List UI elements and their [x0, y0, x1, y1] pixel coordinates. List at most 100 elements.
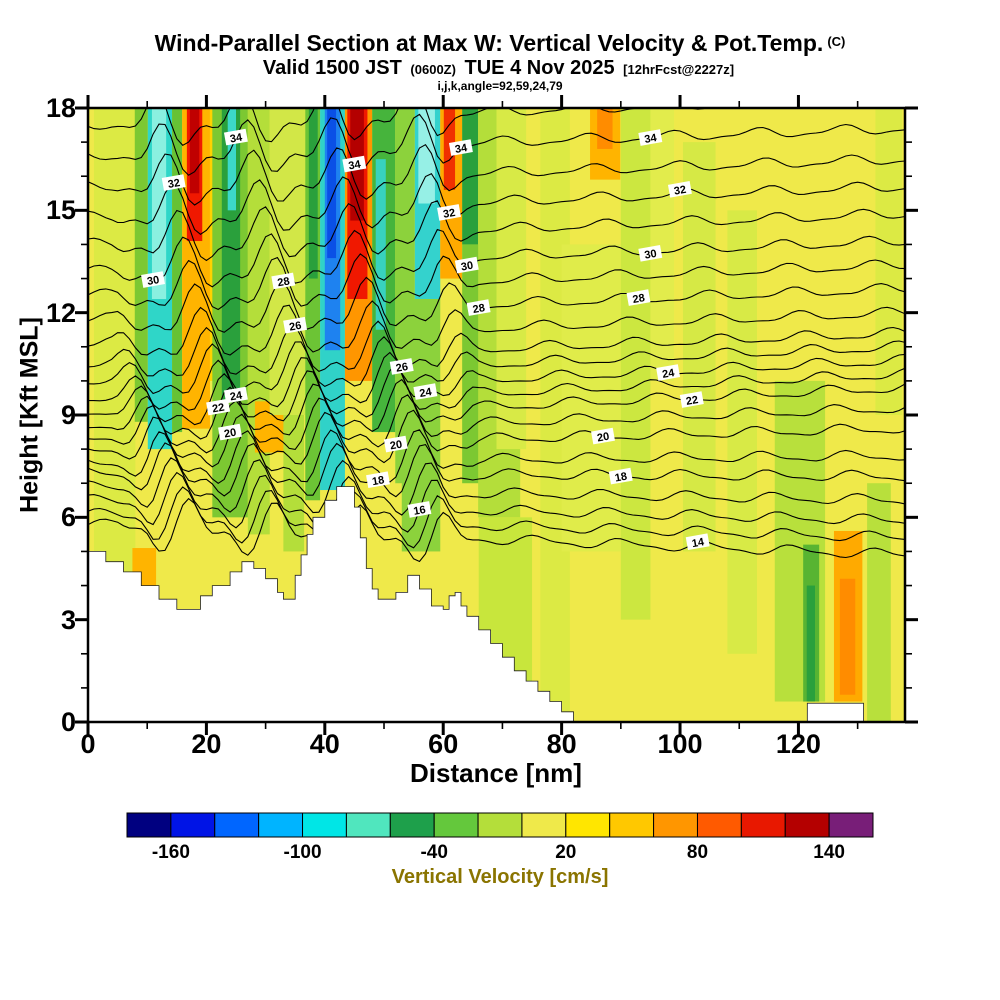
colorbar-title: Vertical Velocity [cm/s]	[391, 866, 609, 888]
contour-label: 34	[342, 155, 367, 172]
svg-text:28: 28	[632, 292, 646, 306]
colorbar-segment	[214, 812, 260, 838]
contour-label: 14	[685, 533, 710, 550]
svg-text:24: 24	[661, 367, 676, 381]
colorbar	[126, 812, 874, 838]
contour-label: 24	[656, 364, 681, 381]
contour-label: 20	[383, 435, 408, 453]
x-tick-label: 120	[775, 729, 821, 759]
y-tick-label: 6	[60, 502, 76, 533]
colorbar-tick-label: -160	[151, 842, 190, 863]
plot-frame	[75, 95, 918, 735]
colorbar-tick-label: -40	[420, 842, 448, 863]
colorbar-segment	[565, 812, 611, 838]
contour-label: 28	[466, 299, 491, 316]
svg-text:34: 34	[454, 142, 469, 156]
contour-lines	[88, 108, 905, 563]
colorbar-segment	[170, 812, 216, 838]
svg-text:22: 22	[211, 402, 225, 416]
x-axis-title: Distance [nm]	[410, 758, 582, 788]
svg-text:24: 24	[229, 389, 244, 403]
chart-title-text: Wind-Parallel Section at Max W: Vertical…	[154, 30, 824, 56]
valid-time: Valid 1500 JST	[262, 57, 402, 80]
svg-text:20: 20	[596, 431, 610, 445]
colorbar-segment	[740, 812, 786, 838]
x-tick-label: 40	[309, 729, 340, 759]
svg-text:20: 20	[389, 439, 403, 453]
contour-label: 32	[161, 174, 186, 191]
colorbar-segment	[126, 812, 172, 838]
chart-subtitle: Valid 1500 JST (0600Z) TUE 4 Nov 2025 [1…	[0, 57, 1000, 80]
terrain-silhouette	[88, 486, 574, 722]
svg-text:34: 34	[229, 131, 244, 145]
x-tick-label: 20	[191, 729, 222, 759]
svg-text:18: 18	[614, 471, 628, 485]
colorbar-segment	[828, 812, 874, 838]
grid-index-line: i,j,k,angle=92,59,24,79	[437, 79, 563, 94]
svg-text:28: 28	[472, 302, 486, 316]
svg-text:32: 32	[167, 177, 181, 191]
contour-label: 22	[206, 398, 231, 416]
colorbar-tick-label: 80	[686, 842, 709, 863]
colorbar-segment	[433, 812, 479, 838]
contour-label: 26	[389, 358, 414, 375]
colorbar-segment	[389, 812, 435, 838]
contour-label: 18	[366, 471, 390, 488]
contour-label: 22	[679, 391, 704, 408]
title-block: Wind-Parallel Section at Max W: Vertical…	[0, 30, 1000, 94]
colorbar-segment	[345, 812, 391, 838]
contour-label: 20	[218, 423, 242, 441]
svg-text:18: 18	[371, 474, 385, 488]
contour-label: 20	[591, 427, 615, 445]
velocity-field	[88, 108, 905, 722]
valid-time-utc: (0600Z)	[410, 62, 456, 78]
contour-label: 30	[454, 256, 479, 274]
svg-text:14: 14	[691, 536, 706, 550]
svg-text:24: 24	[419, 386, 434, 400]
colorbar-tick-label: -100	[283, 842, 322, 863]
contour-label: 32	[667, 180, 692, 198]
x-tick-label: 60	[428, 729, 459, 759]
contour-label: 16	[407, 501, 432, 518]
contour-label: 34	[448, 139, 473, 156]
contour-label: 28	[271, 272, 296, 289]
svg-text:30: 30	[460, 260, 474, 274]
colorbar-segment	[653, 812, 698, 838]
contour-label: 24	[223, 386, 248, 403]
y-tick-label: 15	[45, 195, 76, 226]
svg-text:30: 30	[146, 274, 160, 288]
colorbar-tick-label: 20	[555, 842, 577, 863]
colorbar-segment	[521, 812, 567, 838]
svg-text:22: 22	[685, 394, 699, 408]
svg-text:26: 26	[395, 361, 409, 375]
contour-label: 34	[223, 128, 248, 146]
colorbar-segment	[609, 812, 655, 838]
chart-title-unit: (C)	[827, 34, 846, 49]
svg-text:32: 32	[442, 207, 456, 221]
valid-date: TUE 4 Nov 2025	[464, 57, 615, 80]
svg-text:30: 30	[643, 248, 657, 262]
svg-text:32: 32	[673, 184, 687, 198]
colorbar-segment	[302, 812, 347, 838]
colorbar-segment	[696, 812, 742, 838]
x-tick-label: 100	[657, 729, 703, 759]
colorbar-tick-label: 140	[813, 842, 845, 863]
terrain-gap	[806, 702, 864, 722]
x-tick-label: 80	[546, 729, 577, 759]
svg-text:34: 34	[347, 158, 362, 172]
contour-label: 30	[638, 244, 663, 262]
forecast-info: [12hrFcst@2227z]	[623, 62, 735, 78]
svg-text:34: 34	[643, 132, 658, 146]
y-tick-label: 9	[60, 400, 76, 430]
svg-text:20: 20	[223, 427, 237, 441]
y-tick-label: 3	[60, 604, 76, 635]
colorbar-segment	[784, 812, 830, 838]
colorbar-segment	[477, 812, 523, 838]
contour-label: 28	[626, 289, 651, 306]
contour-label: 26	[283, 316, 308, 334]
chart-title: Wind-Parallel Section at Max W: Vertical…	[0, 30, 1000, 56]
svg-text:26: 26	[288, 320, 302, 334]
y-tick-label: 0	[60, 707, 76, 737]
